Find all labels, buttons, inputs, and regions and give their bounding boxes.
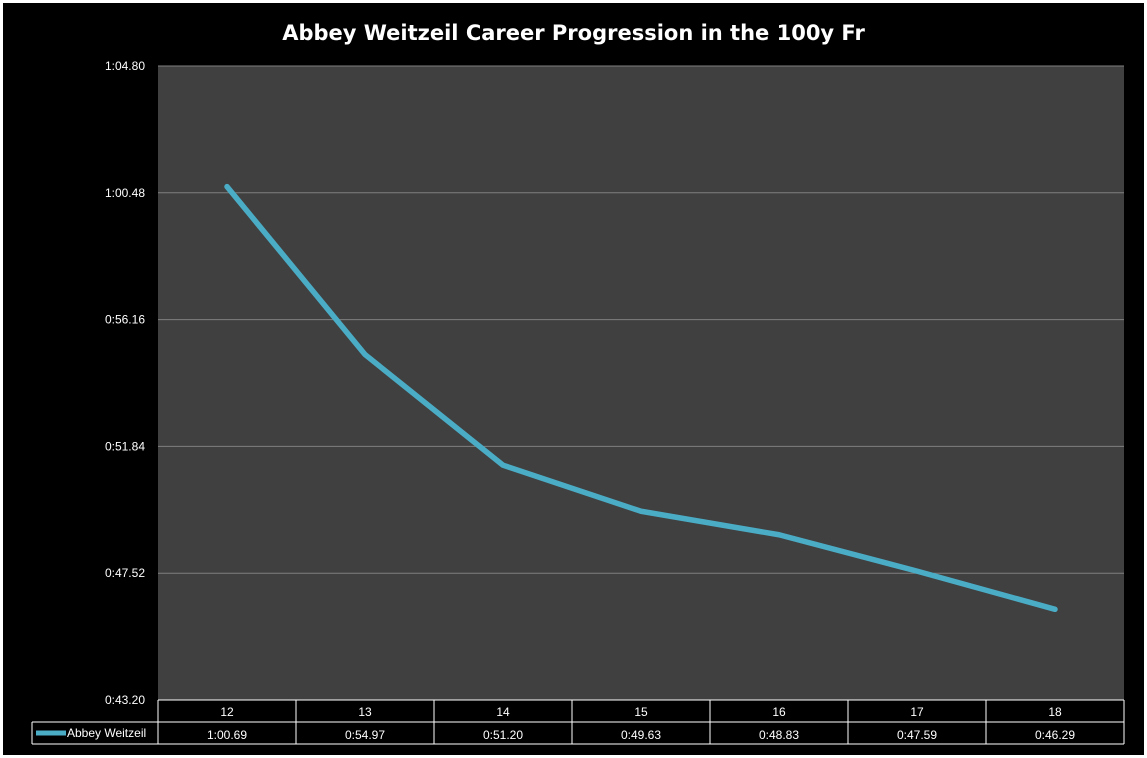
data-table-value: 0:47.59	[897, 728, 937, 742]
series-name: Abbey Weitzeil	[67, 726, 146, 740]
data-point	[500, 462, 506, 468]
y-tick-label: 1:04.80	[105, 59, 145, 73]
data-point	[638, 508, 644, 514]
y-tick-label: 0:47.52	[105, 566, 145, 580]
data-table-value: 0:46.29	[1035, 728, 1075, 742]
data-table-value: 0:49.63	[621, 728, 661, 742]
x-category-label: 12	[220, 705, 234, 719]
data-point	[1052, 606, 1058, 612]
chart-title: Abbey Weitzeil Career Progression in the…	[282, 21, 865, 45]
data-point	[362, 352, 368, 358]
x-category-label: 15	[634, 705, 648, 719]
data-table-value: 0:48.83	[759, 728, 799, 742]
data-point	[224, 184, 230, 190]
x-category-label: 13	[358, 705, 372, 719]
data-point	[914, 568, 920, 574]
plot-area	[158, 66, 1124, 700]
data-table-value: 1:00.69	[207, 728, 247, 742]
x-category-label: 17	[910, 705, 924, 719]
data-table-value: 0:51.20	[483, 728, 523, 742]
data-point	[776, 532, 782, 538]
y-tick-label: 0:43.20	[105, 693, 145, 707]
y-tick-label: 0:56.16	[105, 313, 145, 327]
line-chart: 0:43.20 0:47.52 0:51.84 0:56.16 1:00.48 1:04.…	[31, 59, 1125, 745]
chart-frame: Abbey Weitzeil Career Progression in the…	[3, 3, 1144, 755]
data-table-value: 0:54.97	[345, 728, 385, 742]
x-category-label: 16	[772, 705, 786, 719]
x-category-label: 14	[496, 705, 510, 719]
y-tick-label: 1:00.48	[105, 186, 145, 200]
x-category-label: 18	[1048, 705, 1062, 719]
y-tick-label: 0:51.84	[105, 439, 145, 453]
